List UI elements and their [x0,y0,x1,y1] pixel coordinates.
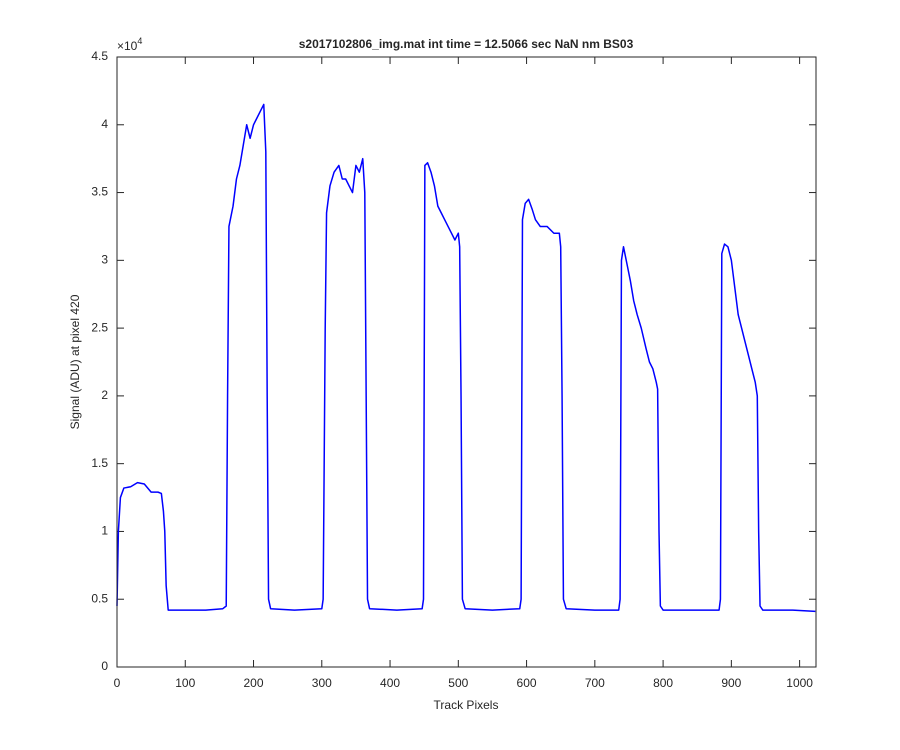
x-tick-label: 900 [721,676,741,690]
x-axis-label: Track Pixels [434,698,499,712]
plot-area [117,57,816,667]
x-tick-label: 300 [312,676,332,690]
y-tick-label: 4.5 [91,49,108,63]
x-tick-label: 500 [448,676,468,690]
chart-title: s2017102806_img.mat int time = 12.5066 s… [299,37,634,51]
y-axis-label: Signal (ADU) at pixel 420 [68,294,82,429]
signal-line [116,103,816,613]
axes-box [116,56,817,668]
y-exponent: ×104 [117,36,142,53]
y-tick-label: 0 [101,659,108,673]
x-tick-label: 100 [175,676,195,690]
y-tick-label: 2.5 [91,320,108,334]
y-tick-label: 4 [101,117,108,131]
y-tick-label: 2 [101,388,108,402]
x-tick-label: 700 [585,676,605,690]
y-tick-label: 3.5 [91,185,108,199]
x-tick-label: 200 [244,676,264,690]
y-exponent-base: ×10 [117,39,138,53]
y-tick-label: 1.5 [91,456,108,470]
x-tick-label: 0 [114,676,121,690]
x-tick-label: 600 [517,676,537,690]
x-tick-label: 1000 [786,676,813,690]
y-tick-label: 1 [101,524,108,538]
x-tick-label: 400 [380,676,400,690]
y-tick-label: 0.5 [91,591,108,605]
y-exponent-power: 4 [137,36,142,46]
y-tick-label: 3 [101,253,108,267]
x-tick-label: 800 [653,676,673,690]
